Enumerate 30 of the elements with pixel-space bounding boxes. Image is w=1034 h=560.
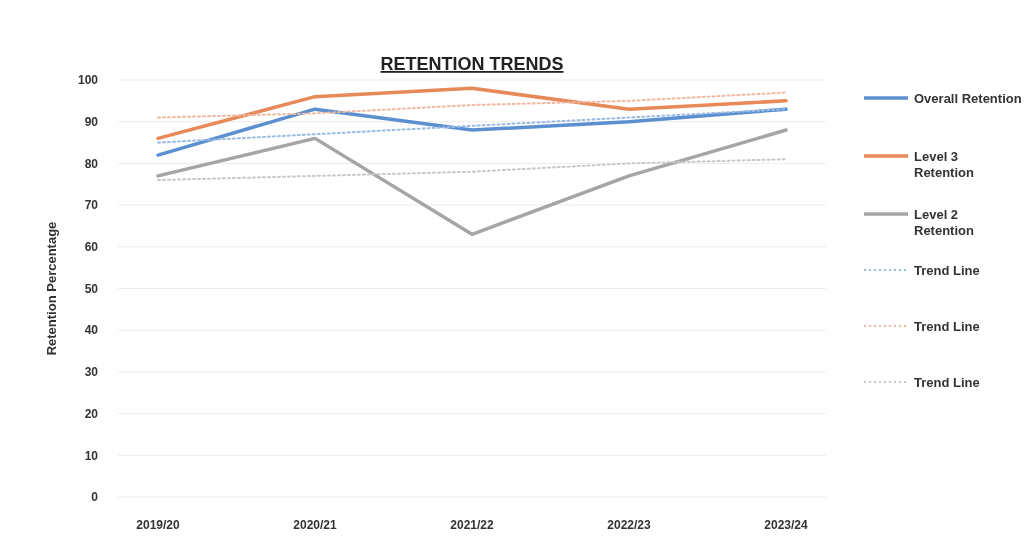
line-series — [157, 91, 787, 119]
y-tick-label: 0 — [91, 490, 99, 505]
y-tick-label: 80 — [84, 156, 99, 171]
y-axis-title: Retention Percentage — [44, 221, 59, 356]
legend-label: Overall Retention — [914, 90, 1022, 106]
legend-label: Level 3 Retention — [914, 148, 974, 181]
x-tick-label: 2023/24 — [764, 518, 809, 532]
legend-label: Level 2 Retention — [914, 206, 974, 239]
chart-title: RETENTION TRENDS — [380, 54, 564, 74]
line-series — [156, 86, 788, 141]
line-series — [156, 128, 788, 237]
y-tick-label: 40 — [84, 323, 99, 338]
y-tick-label: 10 — [84, 448, 99, 463]
line-series — [156, 107, 788, 157]
x-tick-label: 2020/21 — [293, 518, 338, 532]
y-tick-label: 60 — [84, 240, 99, 254]
y-tick-label: 20 — [84, 406, 99, 421]
x-tick-label: 2022/23 — [607, 518, 652, 532]
line-series — [157, 108, 787, 144]
legend-label: Trend Line — [914, 318, 980, 334]
legend-label: Trend Line — [914, 262, 980, 278]
x-tick-label: 2021/22 — [450, 518, 495, 532]
y-tick-label: 70 — [84, 198, 99, 213]
legend-label: Trend Line — [914, 374, 980, 390]
y-tick-label: 30 — [84, 365, 99, 380]
y-tick-label: 50 — [84, 281, 99, 296]
line-series — [157, 158, 787, 182]
y-tick-label: 100 — [77, 73, 99, 88]
x-tick-label: 2019/20 — [136, 518, 181, 532]
y-tick-label: 90 — [84, 114, 99, 129]
